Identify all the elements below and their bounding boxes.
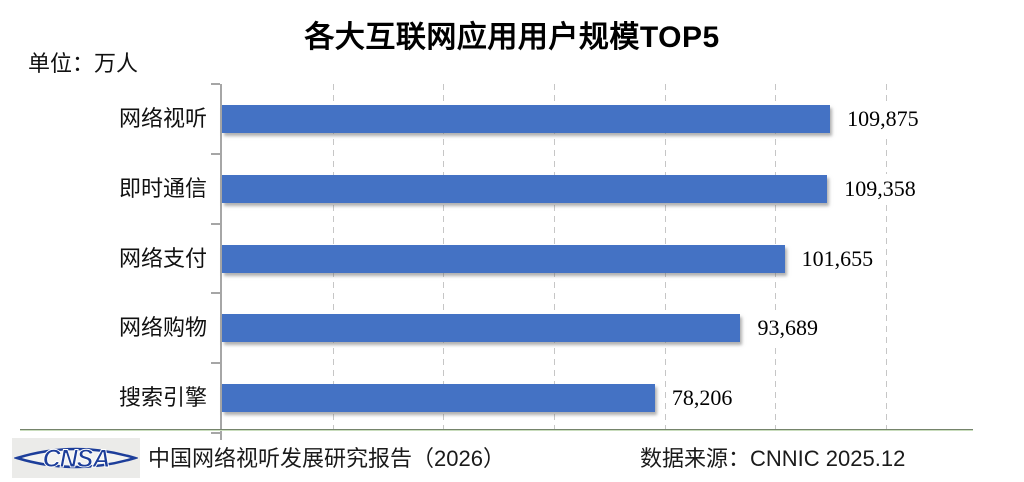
gridline-5 <box>886 84 888 431</box>
category-label-1: 即时通信 <box>118 175 207 201</box>
value-label-0: 109,875 <box>843 103 923 134</box>
cnsa-logo-text: CNSA <box>43 445 110 473</box>
category-label-3: 网络购物 <box>118 315 207 341</box>
category-label-4: 搜索引擎 <box>118 385 207 411</box>
bar-2 <box>222 244 785 273</box>
value-label-3: 93,689 <box>753 313 822 344</box>
bar-4 <box>222 384 655 413</box>
axis-tick-0 <box>211 83 220 85</box>
category-label-2: 网络支付 <box>118 245 207 271</box>
value-label-4: 78,206 <box>667 383 737 414</box>
bar-1 <box>222 174 828 203</box>
unit-label: 单位：万人 <box>28 51 139 76</box>
cnsa-lens-icon: CNSA <box>14 445 138 473</box>
axis-tick-3 <box>211 292 220 295</box>
y-axis-line <box>220 84 222 440</box>
report-title: 中国网络视听发展研究报告（2026） <box>148 446 505 471</box>
footer-divider <box>20 429 973 431</box>
axis-tick-1 <box>211 152 220 155</box>
data-source: 数据来源：CNNIC 2025.12 <box>640 446 906 471</box>
axis-tick-5 <box>211 432 220 434</box>
value-label-1: 109,358 <box>840 173 920 204</box>
chart-title: 各大互联网应用用户规模TOP5 <box>304 21 720 54</box>
category-label-0: 网络视听 <box>118 105 207 131</box>
cnsa-logo: CNSA <box>12 438 140 478</box>
axis-tick-2 <box>211 222 220 225</box>
axis-tick-4 <box>211 362 220 365</box>
bar-0 <box>222 104 831 133</box>
value-label-2: 101,655 <box>797 243 878 274</box>
bar-3 <box>222 314 741 343</box>
